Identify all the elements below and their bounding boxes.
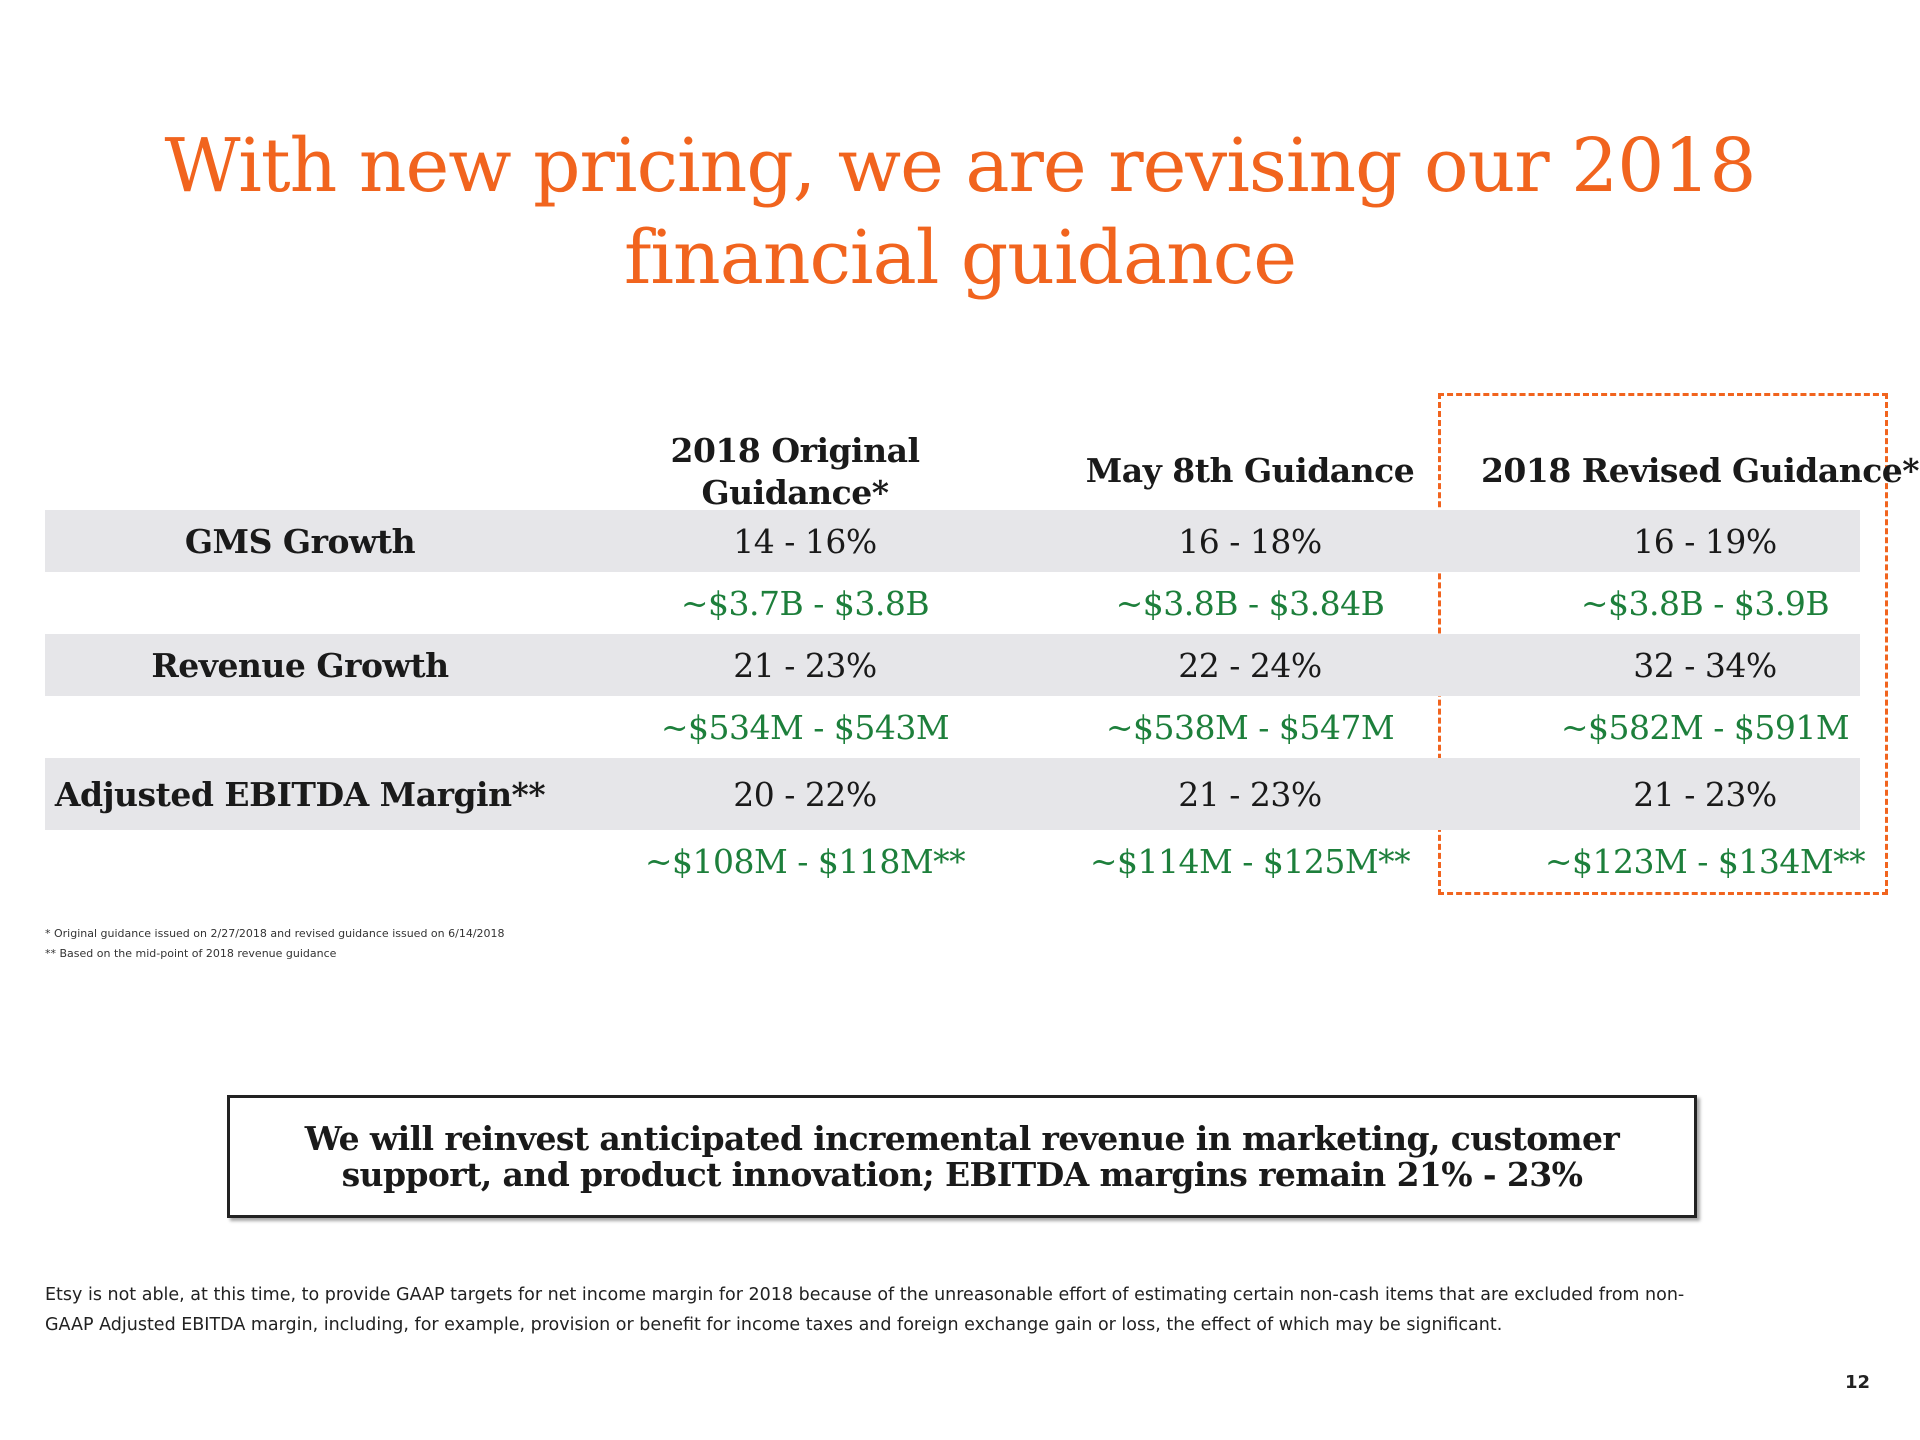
cell-gms-original-percent: 14 - 16%	[733, 522, 877, 561]
cell-revenue-may-percent: 22 - 24%	[1178, 646, 1322, 685]
footnote-1: * Original guidance issued on 2/27/2018 …	[45, 927, 505, 940]
cell-revenue-original-dollars: ~$534M - $543M	[660, 708, 950, 747]
cell-revenue-original-percent: 21 - 23%	[733, 646, 877, 685]
table-row-ebitda-dollars: ~$108M - $118M** ~$114M - $125M** ~$123M…	[45, 830, 1866, 892]
cell-revenue-may-dollars: ~$538M - $547M	[1105, 708, 1395, 747]
cell-gms-may-percent: 16 - 18%	[1178, 522, 1322, 561]
footnote-2: ** Based on the mid-point of 2018 revenu…	[45, 947, 337, 960]
row-label-ebitda: Adjusted EBITDA Margin**	[54, 775, 546, 814]
table-row-gms-percent: GMS Growth 14 - 16% 16 - 18% 16 - 19%	[45, 510, 1860, 572]
table-row-gms-dollars: ~$3.7B - $3.8B ~$3.8B - $3.84B ~$3.8B - …	[45, 572, 1860, 634]
cell-ebitda-may-percent: 21 - 23%	[1178, 775, 1322, 814]
table-row-revenue-dollars: ~$534M - $543M ~$538M - $547M ~$582M - $…	[45, 696, 1860, 758]
column-header-may: May 8th Guidance	[1085, 451, 1415, 490]
callout-text: We will reinvest anticipated incremental…	[304, 1118, 1620, 1194]
slide-title-line-1: With new pricing, we are revising our 20…	[164, 123, 1757, 209]
footnotes: * Original guidance issued on 2/27/2018 …	[45, 924, 505, 964]
cell-ebitda-original-percent: 20 - 22%	[733, 775, 877, 814]
disclaimer-text: Etsy is not able, at this time, to provi…	[45, 1285, 1685, 1335]
page-number: 12	[1844, 1372, 1870, 1393]
cell-ebitda-revised-percent: 21 - 23%	[1633, 775, 1777, 814]
row-label-gms: GMS Growth	[184, 522, 416, 561]
cell-gms-may-dollars: ~$3.8B - $3.84B	[1115, 584, 1385, 623]
column-header-original: 2018 Original Guidance*	[670, 431, 920, 512]
callout-box: We will reinvest anticipated incremental…	[227, 1095, 1697, 1218]
cell-gms-revised-dollars: ~$3.8B - $3.9B	[1580, 584, 1830, 623]
cell-ebitda-original-dollars: ~$108M - $118M**	[644, 842, 966, 881]
slide-title-line-2: financial guidance	[624, 215, 1297, 301]
row-label-revenue: Revenue Growth	[151, 646, 449, 685]
cell-gms-revised-percent: 16 - 19%	[1633, 522, 1777, 561]
cell-revenue-revised-percent: 32 - 34%	[1633, 646, 1777, 685]
cell-ebitda-revised-dollars: ~$123M - $134M**	[1544, 842, 1866, 881]
column-header-revised: 2018 Revised Guidance*	[1480, 451, 1920, 490]
table-row-revenue-percent: Revenue Growth 21 - 23% 22 - 24% 32 - 34…	[45, 634, 1860, 696]
cell-ebitda-may-dollars: ~$114M - $125M**	[1089, 842, 1411, 881]
table-row-ebitda-percent: Adjusted EBITDA Margin** 20 - 22% 21 - 2…	[45, 758, 1860, 830]
cell-revenue-revised-dollars: ~$582M - $591M	[1560, 708, 1850, 747]
slide-title: With new pricing, we are revising our 20…	[0, 120, 1920, 304]
cell-gms-original-dollars: ~$3.7B - $3.8B	[680, 584, 930, 623]
guidance-table: 2018 Original Guidance* May 8th Guidance…	[45, 420, 1920, 900]
